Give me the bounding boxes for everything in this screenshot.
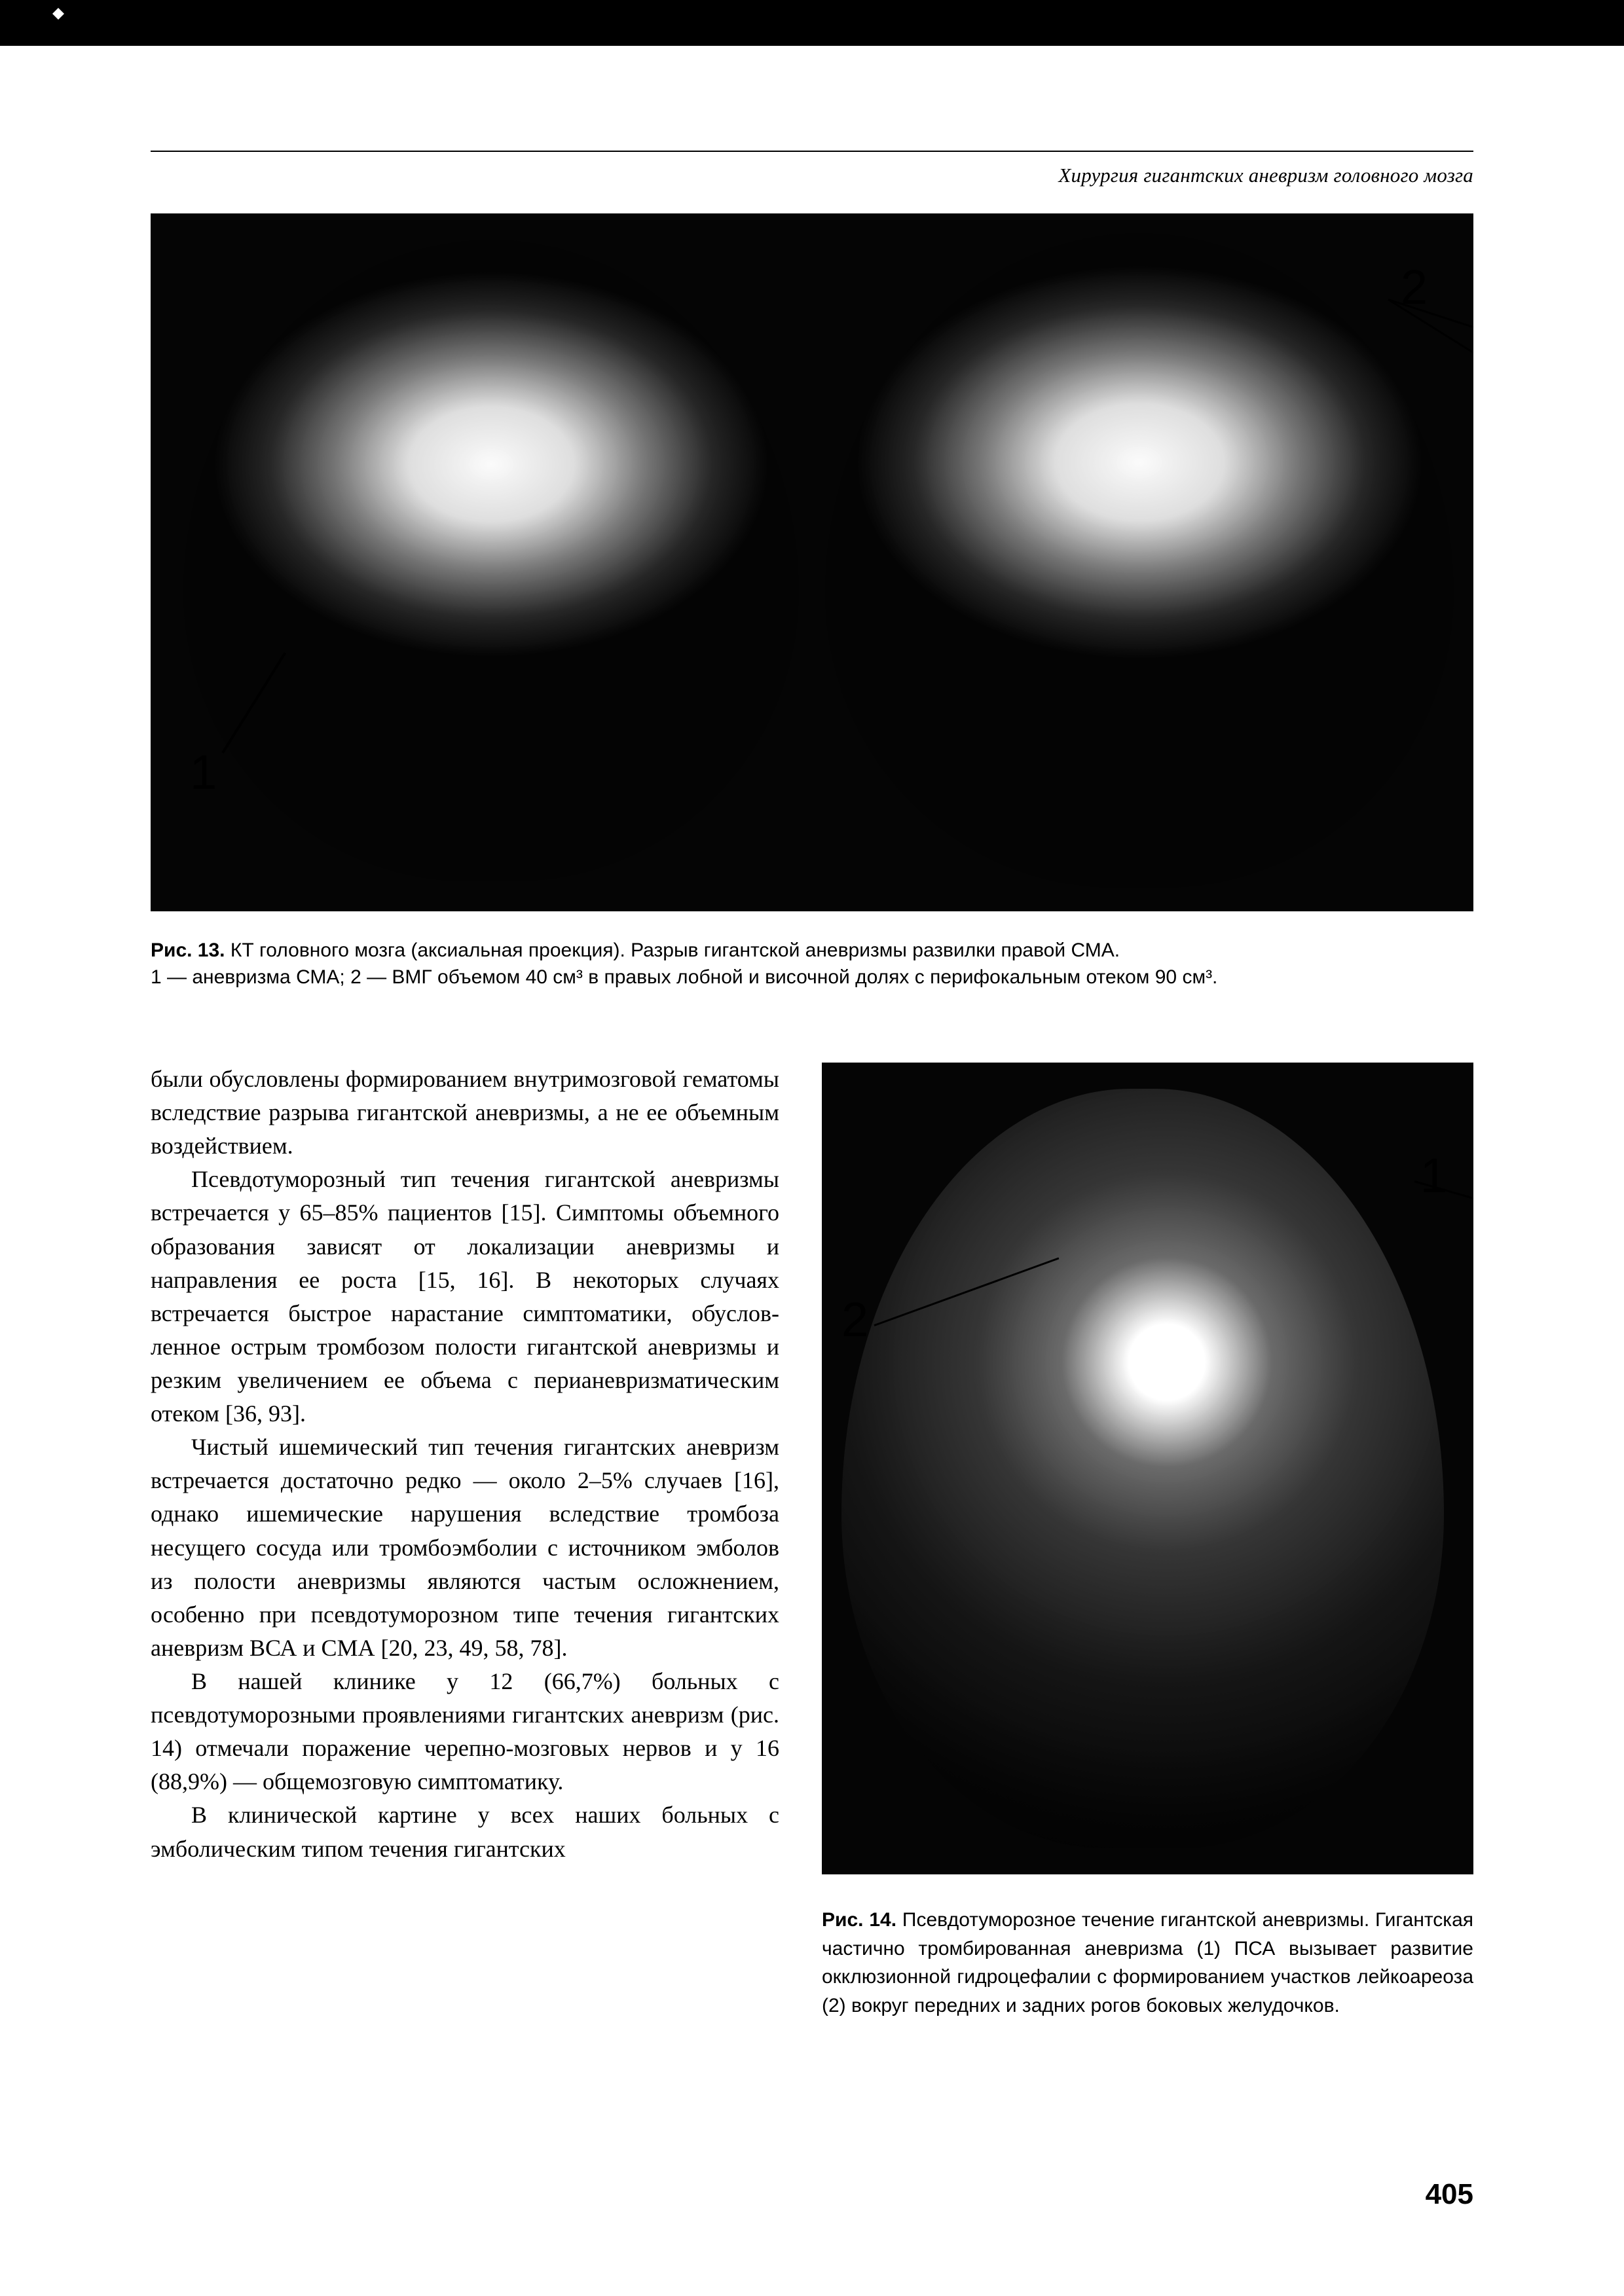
figure-13-image: 1 2 [151,213,1473,911]
figure-14-label-1: 1 [1420,1148,1447,1203]
top-black-band [0,0,1624,46]
page-number: 405 [1426,2178,1473,2211]
ct-scan-14 [841,1089,1444,1848]
running-head-rule [151,151,1473,152]
ct-scan-left [183,240,799,881]
figure-13-label-2: 2 [1401,259,1428,315]
running-head: Хирургия гигантских аневризм головного м… [151,164,1473,187]
two-column-layout: были обусловлены формированием внутримоз… [151,1063,1473,2020]
figure-14-image: 1 2 [822,1063,1473,1874]
figure-13-label-1: 1 [190,744,217,800]
scan-artifact-dot [52,8,64,20]
body-text-column: были обусловлены формированием внутримоз… [151,1063,779,2020]
page-content: Хирургия гигантских аневризм головного м… [0,46,1624,2098]
body-paragraph-3: Чистый ишемический тип течения гигант­ск… [151,1430,779,1665]
figure-14-caption: Рис. 14. Псевдотуморозное течение гигант… [822,1906,1473,2020]
figure-13-caption-bold: Рис. 13. [151,939,225,961]
figure-14-caption-text: Псевдотуморозное течение гигантской анев… [822,1909,1473,2016]
body-paragraph-5: В клинической картине у всех наших боль­… [151,1798,779,1865]
figure-13-caption: Рис. 13. КТ головного мозга (аксиальная … [151,938,1473,991]
figure-13-caption-line1: КТ головного мозга (аксиальная проекция)… [225,939,1120,961]
figure-14-label-2: 2 [841,1292,868,1347]
body-paragraph-1: были обусловлены формированием внутримоз… [151,1063,779,1163]
figure-13-caption-line2: 1 — аневризма СМА; 2 — ВМГ объемом 40 см… [151,966,1217,988]
body-paragraph-2: Псевдотуморозный тип течения гигантской … [151,1163,779,1430]
figure-14-column: 1 2 Рис. 14. Псевдотуморозное течение ги… [822,1063,1473,2020]
figure-14-caption-bold: Рис. 14. [822,1909,896,1931]
ct-scan-right [825,233,1454,888]
body-paragraph-4: В нашей клинике у 12 (66,7%) больных с п… [151,1665,779,1798]
